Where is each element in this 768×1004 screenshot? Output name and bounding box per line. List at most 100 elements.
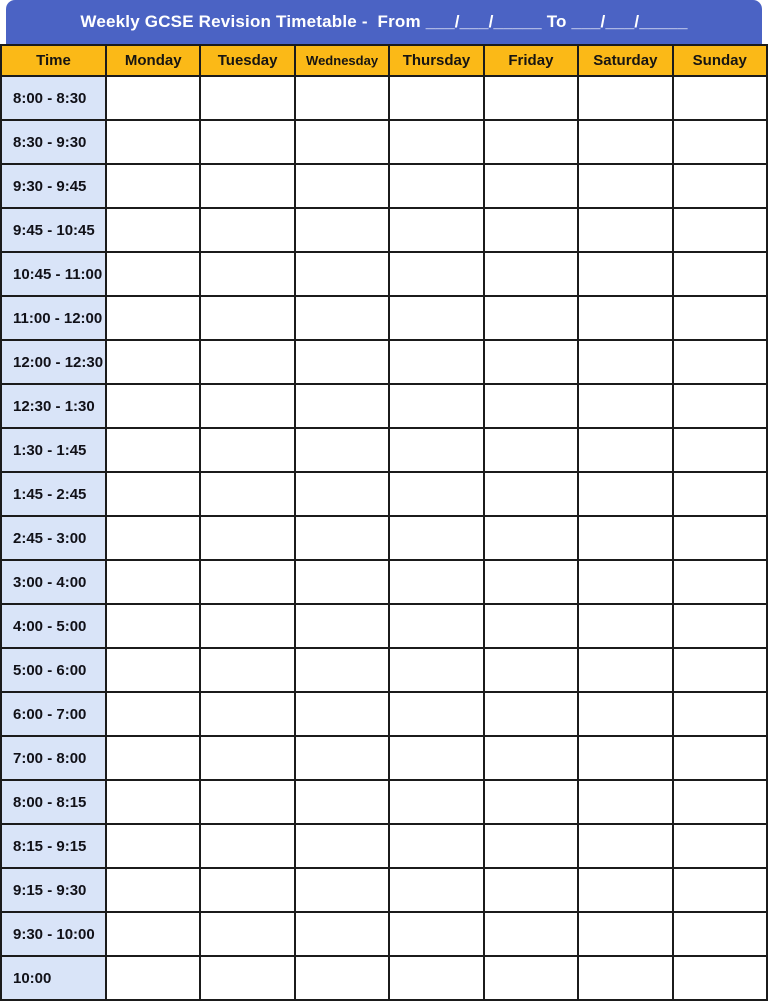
table-row: 12:00 - 12:30 bbox=[0, 339, 768, 385]
schedule-cell-thursday bbox=[388, 427, 485, 473]
time-label-cell: 1:45 - 2:45 bbox=[0, 471, 107, 517]
time-label-cell: 12:00 - 12:30 bbox=[0, 339, 107, 385]
table-row: 12:30 - 1:30 bbox=[0, 383, 768, 429]
table-row: 11:00 - 12:00 bbox=[0, 295, 768, 341]
schedule-cell-sunday bbox=[671, 163, 768, 209]
schedule-cell-tuesday bbox=[199, 119, 296, 165]
schedule-cell-monday bbox=[104, 647, 202, 693]
schedule-cell-sunday bbox=[671, 383, 768, 429]
schedule-cell-tuesday bbox=[199, 603, 296, 649]
table-row: 8:30 - 9:30 bbox=[0, 119, 768, 165]
schedule-cell-thursday bbox=[388, 163, 485, 209]
table-row: 1:30 - 1:45 bbox=[0, 427, 768, 473]
schedule-cell-saturday bbox=[577, 75, 674, 121]
schedule-cell-monday bbox=[104, 515, 202, 561]
schedule-cell-wednesday bbox=[293, 823, 391, 869]
time-label-cell: 6:00 - 7:00 bbox=[0, 691, 107, 737]
schedule-cell-friday bbox=[482, 251, 580, 297]
schedule-cell-wednesday bbox=[293, 75, 391, 121]
schedule-cell-friday bbox=[482, 647, 580, 693]
schedule-cell-saturday bbox=[577, 471, 674, 517]
page-title: Weekly GCSE Revision Timetable - From __… bbox=[80, 12, 688, 31]
schedule-cell-monday bbox=[104, 339, 202, 385]
schedule-cell-wednesday bbox=[293, 911, 391, 957]
schedule-cell-friday bbox=[482, 207, 580, 253]
schedule-cell-wednesday bbox=[293, 559, 391, 605]
schedule-cell-monday bbox=[104, 383, 202, 429]
schedule-cell-monday bbox=[104, 955, 202, 1001]
schedule-cell-friday bbox=[482, 911, 580, 957]
schedule-cell-friday bbox=[482, 427, 580, 473]
schedule-cell-wednesday bbox=[293, 295, 391, 341]
time-label-cell: 9:45 - 10:45 bbox=[0, 207, 107, 253]
schedule-cell-thursday bbox=[388, 515, 485, 561]
schedule-cell-sunday bbox=[671, 603, 768, 649]
schedule-cell-thursday bbox=[388, 383, 485, 429]
schedule-cell-saturday bbox=[577, 691, 674, 737]
schedule-cell-thursday bbox=[388, 207, 485, 253]
schedule-cell-friday bbox=[482, 603, 580, 649]
schedule-cell-friday bbox=[482, 163, 580, 209]
schedule-cell-wednesday bbox=[293, 163, 391, 209]
schedule-cell-wednesday bbox=[293, 251, 391, 297]
schedule-cell-wednesday bbox=[293, 955, 391, 1001]
schedule-cell-monday bbox=[104, 823, 202, 869]
schedule-cell-sunday bbox=[671, 911, 768, 957]
schedule-cell-saturday bbox=[577, 735, 674, 781]
schedule-cell-saturday bbox=[577, 163, 674, 209]
time-label-cell: 10:45 - 11:00 bbox=[0, 251, 107, 297]
table-row: 2:45 - 3:00 bbox=[0, 515, 768, 561]
schedule-cell-sunday bbox=[671, 207, 768, 253]
schedule-cell-friday bbox=[482, 119, 580, 165]
time-label-cell: 8:00 - 8:30 bbox=[0, 75, 107, 121]
time-label-cell: 8:00 - 8:15 bbox=[0, 779, 107, 825]
schedule-cell-saturday bbox=[577, 251, 674, 297]
schedule-cell-tuesday bbox=[199, 163, 296, 209]
schedule-cell-monday bbox=[104, 779, 202, 825]
schedule-cell-tuesday bbox=[199, 207, 296, 253]
schedule-cell-thursday bbox=[388, 603, 485, 649]
schedule-cell-thursday bbox=[388, 471, 485, 517]
schedule-cell-thursday bbox=[388, 559, 485, 605]
schedule-cell-thursday bbox=[388, 735, 485, 781]
time-label-cell: 4:00 - 5:00 bbox=[0, 603, 107, 649]
schedule-cell-sunday bbox=[671, 867, 768, 913]
time-label-cell: 10:00 bbox=[0, 955, 107, 1001]
schedule-cell-saturday bbox=[577, 339, 674, 385]
time-label-cell: 12:30 - 1:30 bbox=[0, 383, 107, 429]
schedule-cell-sunday bbox=[671, 779, 768, 825]
schedule-cell-monday bbox=[104, 559, 202, 605]
schedule-cell-friday bbox=[482, 735, 580, 781]
schedule-cell-thursday bbox=[388, 823, 485, 869]
schedule-cell-wednesday bbox=[293, 735, 391, 781]
time-label-cell: 7:00 - 8:00 bbox=[0, 735, 107, 781]
schedule-cell-sunday bbox=[671, 339, 768, 385]
schedule-cell-tuesday bbox=[199, 823, 296, 869]
schedule-cell-tuesday bbox=[199, 383, 296, 429]
title-bar: Weekly GCSE Revision Timetable - From __… bbox=[6, 0, 762, 44]
schedule-cell-thursday bbox=[388, 295, 485, 341]
schedule-cell-wednesday bbox=[293, 647, 391, 693]
table-row: 3:00 - 4:00 bbox=[0, 559, 768, 605]
schedule-cell-saturday bbox=[577, 207, 674, 253]
table-row: 9:15 - 9:30 bbox=[0, 867, 768, 913]
schedule-cell-friday bbox=[482, 471, 580, 517]
column-header-sunday: Sunday bbox=[671, 44, 768, 77]
schedule-cell-monday bbox=[104, 471, 202, 517]
table-row: 9:30 - 9:45 bbox=[0, 163, 768, 209]
schedule-cell-sunday bbox=[671, 427, 768, 473]
schedule-cell-sunday bbox=[671, 955, 768, 1001]
table-row: 8:00 - 8:15 bbox=[0, 779, 768, 825]
column-header-tuesday: Tuesday bbox=[199, 44, 296, 77]
schedule-cell-thursday bbox=[388, 75, 485, 121]
schedule-cell-monday bbox=[104, 295, 202, 341]
header-row: Time Monday Tuesday Wednesday Thursday F… bbox=[0, 44, 768, 77]
schedule-cell-wednesday bbox=[293, 515, 391, 561]
schedule-cell-sunday bbox=[671, 735, 768, 781]
schedule-cell-friday bbox=[482, 559, 580, 605]
schedule-cell-tuesday bbox=[199, 251, 296, 297]
table-row: 4:00 - 5:00 bbox=[0, 603, 768, 649]
schedule-cell-saturday bbox=[577, 867, 674, 913]
timetable-body: 8:00 - 8:30 8:30 - 9:30 9:30 - 9:45 9:45 - … bbox=[0, 75, 768, 1001]
schedule-cell-thursday bbox=[388, 119, 485, 165]
